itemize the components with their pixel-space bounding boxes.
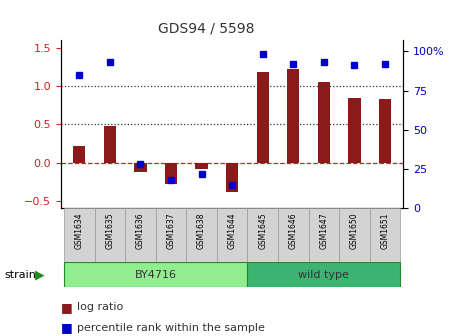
Text: strain: strain [5, 270, 37, 280]
Text: ■: ■ [61, 301, 73, 314]
Bar [125, 208, 156, 262]
Bar [165, 163, 177, 184]
Bar [217, 208, 248, 262]
Text: GSM1636: GSM1636 [136, 213, 145, 249]
Text: GSM1646: GSM1646 [289, 213, 298, 249]
Bar [64, 262, 248, 287]
Text: GSM1651: GSM1651 [380, 213, 389, 249]
Text: GSM1650: GSM1650 [350, 213, 359, 249]
Text: GSM1634: GSM1634 [75, 213, 84, 249]
Bar [348, 97, 361, 163]
Bar [64, 208, 95, 262]
Text: GSM1638: GSM1638 [197, 213, 206, 249]
Bar [248, 262, 400, 287]
Text: log ratio: log ratio [77, 302, 124, 312]
Text: GSM1635: GSM1635 [106, 213, 114, 249]
Text: GDS94 / 5598: GDS94 / 5598 [158, 22, 255, 36]
Text: wild type: wild type [298, 270, 349, 280]
Text: GSM1647: GSM1647 [319, 213, 328, 249]
Bar [248, 208, 278, 262]
Bar [196, 163, 208, 169]
Bar [287, 69, 299, 163]
Text: GSM1645: GSM1645 [258, 213, 267, 249]
Bar [226, 163, 238, 192]
Bar [278, 208, 309, 262]
Bar [318, 82, 330, 163]
Bar [156, 208, 186, 262]
Bar [104, 126, 116, 163]
Bar [134, 163, 146, 172]
Bar [309, 208, 339, 262]
Text: percentile rank within the sample: percentile rank within the sample [77, 323, 265, 333]
Bar [339, 208, 370, 262]
Bar [186, 208, 217, 262]
Text: BY4716: BY4716 [135, 270, 177, 280]
Bar [95, 208, 125, 262]
Text: ■: ■ [61, 321, 73, 334]
Bar [370, 208, 400, 262]
Text: ▶: ▶ [35, 268, 45, 281]
Bar [257, 72, 269, 163]
Text: GSM1637: GSM1637 [166, 213, 175, 249]
Text: GSM1644: GSM1644 [227, 213, 237, 249]
Bar [73, 146, 85, 163]
Bar [379, 99, 391, 163]
